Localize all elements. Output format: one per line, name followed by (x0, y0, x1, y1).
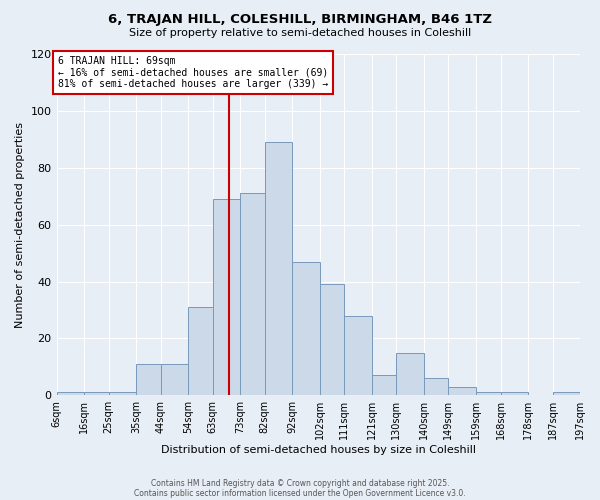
Bar (136, 364, 161, 396)
Y-axis label: Number of semi-detached properties: Number of semi-detached properties (15, 122, 25, 328)
Bar (580, 392, 600, 396)
Bar (424, 378, 448, 396)
X-axis label: Distribution of semi-detached houses by size in Coleshill: Distribution of semi-detached houses by … (161, 445, 476, 455)
Bar (372, 376, 397, 396)
Bar (265, 142, 292, 396)
Bar (292, 262, 320, 396)
Bar (344, 316, 372, 396)
Bar (240, 194, 265, 396)
Text: Contains public sector information licensed under the Open Government Licence v3: Contains public sector information licen… (134, 488, 466, 498)
Bar (188, 307, 213, 396)
Bar (448, 387, 476, 396)
Bar (476, 392, 500, 396)
Text: 6 TRAJAN HILL: 69sqm
← 16% of semi-detached houses are smaller (69)
81% of semi-: 6 TRAJAN HILL: 69sqm ← 16% of semi-detac… (58, 56, 328, 89)
Bar (500, 392, 528, 396)
Bar (84, 392, 109, 396)
Text: Size of property relative to semi-detached houses in Coleshill: Size of property relative to semi-detach… (129, 28, 471, 38)
Bar (320, 284, 344, 396)
Bar (213, 199, 240, 396)
Text: 6, TRAJAN HILL, COLESHILL, BIRMINGHAM, B46 1TZ: 6, TRAJAN HILL, COLESHILL, BIRMINGHAM, B… (108, 12, 492, 26)
Bar (56, 392, 84, 396)
Bar (553, 392, 580, 396)
Bar (161, 364, 188, 396)
Bar (397, 352, 424, 396)
Text: Contains HM Land Registry data © Crown copyright and database right 2025.: Contains HM Land Registry data © Crown c… (151, 478, 449, 488)
Bar (109, 392, 136, 396)
